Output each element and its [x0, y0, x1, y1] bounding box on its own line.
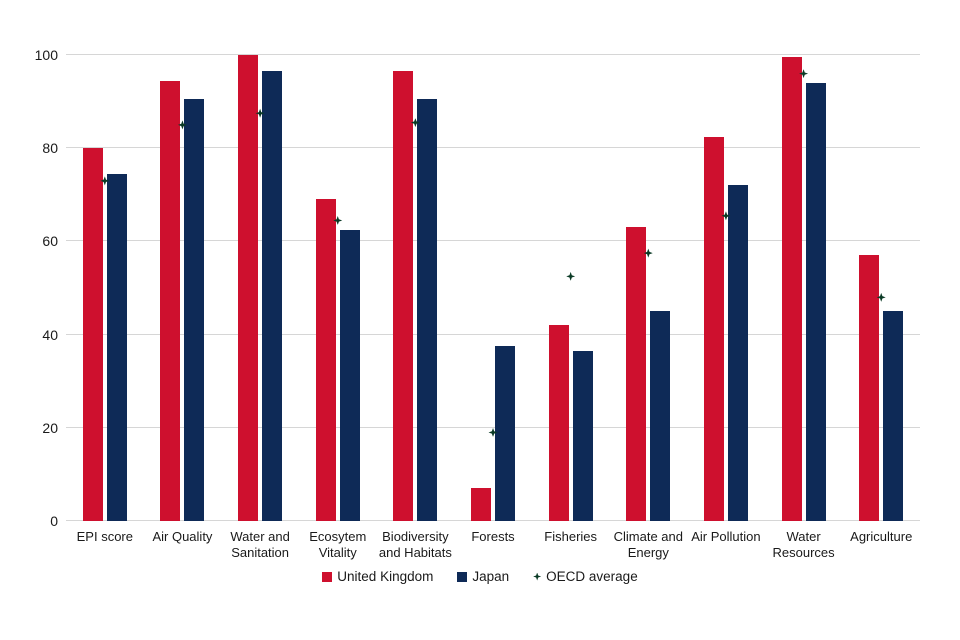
category-label: Agriculture [850, 529, 913, 544]
bar-japan [495, 346, 516, 521]
category-label: Ecosytem Vitality [309, 529, 367, 560]
y-tick-label: 20 [42, 419, 58, 436]
bar-united-kingdom [626, 227, 647, 521]
bar-japan [339, 229, 360, 521]
plot-area [66, 54, 920, 521]
legend: United Kingdom Japan OECD average [0, 569, 960, 584]
category-label: Forests [471, 529, 515, 544]
legend-item-united-kingdom: United Kingdom [322, 569, 433, 584]
y-axis: 0 20 40 60 80 100 [0, 47, 58, 529]
bar-groups [66, 55, 920, 521]
x-axis-labels: EPI score Air Quality Water and Sanitation… [66, 529, 920, 561]
oecd-average-marker-icon [255, 108, 265, 118]
gridline [66, 333, 920, 335]
bar-group [454, 55, 532, 521]
category-label: Air Pollution [691, 529, 761, 544]
legend-label-japan: Japan [472, 569, 510, 584]
category-label: EPI score [76, 529, 133, 544]
legend-item-japan: Japan [457, 569, 509, 584]
bar-group [221, 55, 299, 521]
y-tick-label: 100 [34, 47, 58, 63]
oecd-average-marker-icon [799, 69, 809, 79]
bar-japan [262, 71, 283, 521]
gridline [66, 520, 920, 521]
category-label: Water Resources [772, 529, 835, 560]
oecd-average-marker-icon [876, 292, 886, 302]
oecd-average-marker-icon [643, 248, 653, 258]
bar-group [144, 55, 222, 521]
bar-japan [572, 350, 593, 521]
bar-united-kingdom [471, 488, 492, 521]
category-label: Climate and Energy [613, 529, 683, 560]
bar-group [299, 55, 377, 521]
bar-united-kingdom [781, 57, 802, 521]
bar-japan [417, 99, 438, 521]
bar-group [765, 55, 843, 521]
bar-group [842, 55, 920, 521]
y-tick-label: 40 [42, 326, 58, 343]
oecd-average-marker-icon [721, 211, 731, 221]
bar-group [609, 55, 687, 521]
bar-japan [805, 82, 826, 521]
bar-japan [883, 311, 904, 521]
legend-swatch-oecd-diamond-icon [533, 572, 542, 581]
category-label: Air Quality [152, 529, 213, 544]
bar-japan [727, 185, 748, 521]
gridline [66, 426, 920, 428]
legend-label-oecd-average: OECD average [546, 569, 638, 584]
oecd-average-marker-icon [100, 176, 110, 186]
legend-swatch-united-kingdom-icon [322, 571, 333, 582]
bar-group [532, 55, 610, 521]
bar-group [377, 55, 455, 521]
oecd-average-marker-icon [177, 120, 187, 130]
bar-united-kingdom [315, 199, 336, 521]
bar-united-kingdom [238, 55, 259, 521]
bar-group [687, 55, 765, 521]
gridline [66, 147, 920, 149]
legend-label-united-kingdom: United Kingdom [337, 569, 434, 584]
gridline [66, 54, 920, 55]
category-label: Biodiversity and Habitats [378, 529, 452, 560]
oecd-average-marker-icon [410, 118, 420, 128]
y-tick-label: 80 [42, 140, 58, 157]
oecd-average-marker-icon [333, 215, 343, 225]
legend-item-oecd-average: OECD average [533, 569, 638, 584]
oecd-average-marker-icon [566, 271, 576, 281]
category-label: Water and Sanitation [230, 529, 290, 560]
bar-united-kingdom [160, 80, 181, 521]
bar-group [66, 55, 144, 521]
bar-united-kingdom [703, 136, 724, 521]
bar-japan [184, 99, 205, 521]
oecd-average-marker-icon [488, 427, 498, 437]
y-tick-label: 60 [42, 233, 58, 250]
bar-united-kingdom [82, 148, 103, 521]
gridline [66, 240, 920, 242]
bar-united-kingdom [548, 325, 569, 521]
bar-united-kingdom [859, 255, 880, 521]
bar-japan [650, 311, 671, 521]
bar-united-kingdom [393, 71, 414, 521]
y-tick-label: 0 [50, 513, 58, 529]
legend-swatch-japan-icon [457, 571, 468, 582]
bar-japan [106, 173, 127, 521]
category-label: Fisheries [544, 529, 598, 544]
